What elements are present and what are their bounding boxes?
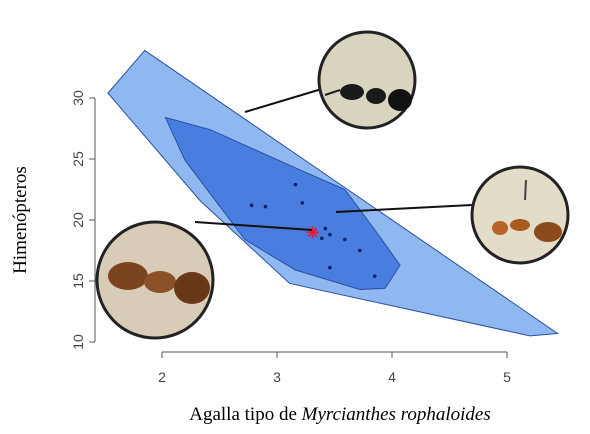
data-point: [358, 249, 362, 253]
ant-photo-top: [319, 32, 415, 128]
x-tick-label: 5: [503, 369, 511, 385]
data-point: [328, 233, 332, 237]
ant-photo-left: [97, 222, 213, 338]
chart: 2 3 4 5 10 15 20 25 30 Agalla tipo de Myrcianthe…: [0, 0, 590, 434]
data-point: [264, 205, 268, 209]
y-axis-label: Himenópteros: [10, 166, 31, 274]
data-point: [328, 266, 332, 270]
x-label-species: Myrcianthes rophaloides: [301, 404, 491, 425]
ant-photo-right: [472, 167, 568, 263]
data-point: [320, 237, 324, 241]
data-point: [250, 204, 254, 208]
x-axis-label: Agalla tipo de Myrcianthes rophaloides: [189, 404, 490, 425]
data-point: [324, 227, 328, 231]
y-tick-label: 10: [70, 334, 86, 350]
y-tick-label: 15: [70, 273, 86, 289]
y-tick-label: 20: [70, 212, 86, 228]
x-tick-label: 2: [158, 369, 166, 385]
data-point: [294, 183, 298, 187]
x-tick-label: 3: [273, 369, 281, 385]
y-tick-label: 30: [70, 90, 86, 106]
data-point: [301, 201, 305, 205]
data-point: [373, 274, 377, 278]
y-tick-label: 25: [70, 151, 86, 167]
x-tick-label: 4: [388, 369, 396, 385]
x-label-text: Agalla tipo de: [189, 404, 297, 425]
data-point: [343, 238, 347, 242]
